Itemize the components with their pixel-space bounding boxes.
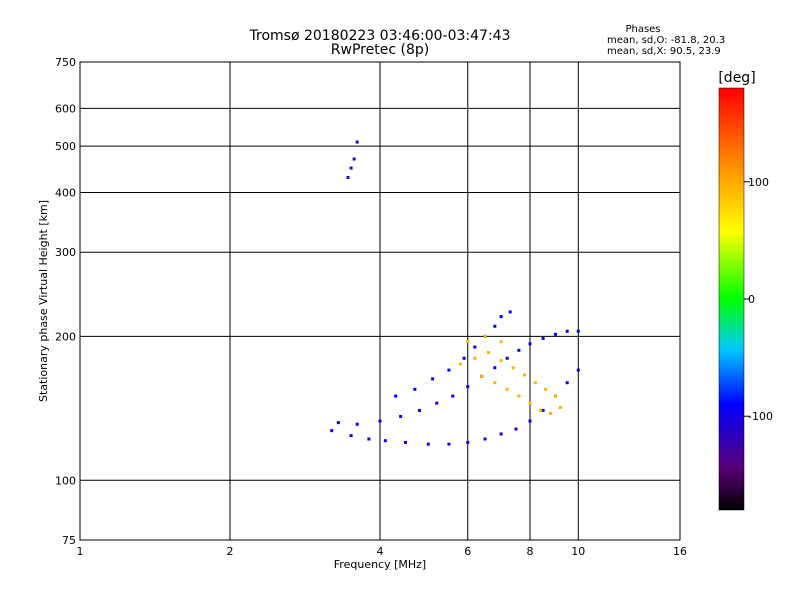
data-point (447, 442, 451, 446)
data-point (435, 401, 439, 405)
y-tick-label: 750 (55, 56, 76, 69)
data-point (511, 366, 515, 370)
x-tick-label: 1 (77, 545, 84, 558)
data-point (528, 342, 532, 346)
data-point (523, 373, 527, 377)
data-point (517, 348, 521, 352)
chart-subtitle: RwPretec (8p) (331, 42, 429, 58)
data-point (466, 440, 470, 444)
data-point (505, 387, 509, 391)
data-point (451, 394, 455, 398)
colorbar: [deg] 100 0 -100 (718, 70, 773, 511)
info-line-o: mean, sd,O: -81.8, 20.3 (607, 35, 725, 46)
data-point (458, 362, 462, 366)
y-tick-label: 400 (55, 186, 76, 199)
x-tick-label: 2 (227, 545, 234, 558)
colorbar-tick-label: 100 (748, 176, 769, 189)
x-axis-label: Frequency [MHz] (334, 558, 426, 571)
data-point (499, 340, 503, 344)
data-point (553, 332, 557, 336)
x-tick-label: 16 (673, 545, 687, 558)
data-point (330, 429, 334, 433)
data-point (447, 368, 451, 372)
data-point (462, 356, 466, 360)
data-point (514, 427, 518, 431)
data-point (576, 329, 580, 333)
data-point (576, 368, 580, 372)
y-tick-label: 100 (55, 474, 76, 487)
data-point (426, 442, 430, 446)
data-point (473, 356, 477, 360)
data-point (565, 381, 569, 385)
data-point (544, 387, 548, 391)
data-point (528, 419, 532, 423)
data-point (486, 351, 490, 355)
x-tick-label: 6 (464, 545, 471, 558)
data-point (499, 315, 503, 319)
data-points (330, 140, 580, 446)
data-point (533, 381, 537, 385)
data-point (378, 419, 382, 423)
data-point (383, 439, 387, 443)
data-point (505, 356, 509, 360)
data-point (473, 345, 477, 349)
data-point (493, 381, 497, 385)
data-point (499, 432, 503, 436)
data-point (539, 408, 543, 412)
data-point (399, 414, 403, 418)
data-point (431, 377, 435, 381)
data-point (413, 387, 417, 391)
chart-title: Tromsø 20180223 03:46:00-03:47:43 (249, 28, 511, 44)
data-point (528, 401, 532, 405)
x-axis-ticks: 1 2 4 6 8 10 16 (77, 545, 688, 558)
y-axis-ticks: 75 100 200 300 400 500 600 750 (55, 56, 76, 547)
x-tick-label: 4 (377, 545, 384, 558)
data-point (558, 405, 562, 409)
data-point (346, 175, 350, 179)
data-point (355, 140, 359, 144)
data-point (466, 385, 470, 389)
data-point (553, 394, 557, 398)
colorbar-tick-label: 0 (748, 293, 755, 306)
data-point (417, 408, 421, 412)
data-point (466, 340, 470, 344)
data-point (541, 408, 545, 412)
y-tick-label: 75 (62, 534, 76, 547)
grid-lines (80, 62, 680, 540)
data-point (493, 324, 497, 328)
data-point (367, 437, 371, 441)
data-point (549, 411, 553, 415)
data-point (394, 394, 398, 398)
data-point (355, 422, 359, 426)
colorbar-gradient (718, 87, 745, 511)
info-line-x: mean, sd,X: 90.5, 23.9 (607, 46, 721, 57)
colorbar-ticks: 100 0 -100 (744, 176, 773, 423)
x-tick-label: 10 (571, 545, 585, 558)
y-axis-label: Stationary phase Virtual Height [km] (37, 200, 50, 402)
data-point (349, 434, 353, 438)
data-point (517, 394, 521, 398)
data-point (352, 157, 356, 161)
info-heading: Phases (625, 24, 660, 35)
colorbar-label: [deg] (718, 70, 755, 86)
data-point (483, 437, 487, 441)
plot-area: 1 2 4 6 8 10 16 75 100 200 300 400 500 600 750 (55, 56, 687, 558)
data-point (508, 310, 512, 314)
data-point (499, 359, 503, 363)
y-tick-label: 200 (55, 330, 76, 343)
data-point (483, 334, 487, 338)
data-point (493, 366, 497, 370)
data-point (336, 421, 340, 425)
data-point (480, 374, 484, 378)
y-tick-label: 500 (55, 140, 76, 153)
data-point (541, 336, 545, 340)
data-point (403, 440, 407, 444)
data-point (349, 166, 353, 170)
y-tick-label: 600 (55, 102, 76, 115)
y-tick-label: 300 (55, 246, 76, 259)
x-tick-label: 8 (527, 545, 534, 558)
data-point (565, 329, 569, 333)
colorbar-tick-label: -100 (748, 410, 773, 423)
